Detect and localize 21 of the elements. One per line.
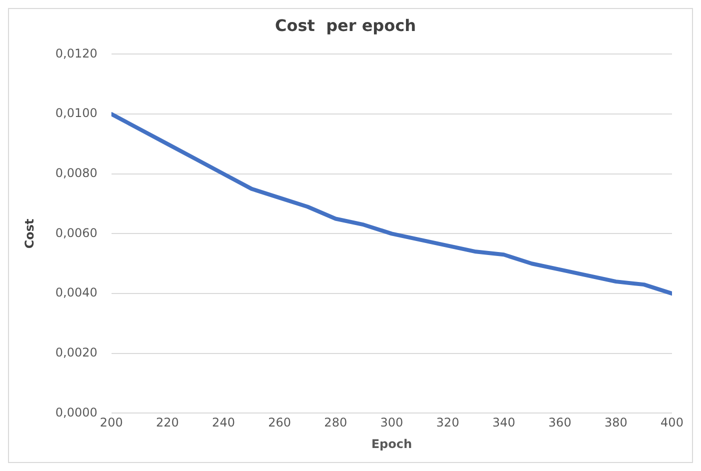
x-tick-label: 380 — [604, 416, 628, 430]
y-tick-label: 0,0000 — [55, 405, 98, 420]
y-tick-label: 0,0120 — [55, 46, 98, 60]
y-tick-label: 0,0060 — [55, 226, 98, 240]
x-axis-title: Epoch — [371, 436, 412, 451]
x-tick-label: 320 — [436, 416, 460, 430]
y-axis-title: Cost — [22, 218, 36, 249]
x-tick-label: 400 — [660, 416, 684, 430]
y-tick-label: 0,0040 — [55, 286, 98, 300]
chart-title: Cost per epoch — [275, 16, 416, 35]
x-tick-label: 240 — [212, 416, 235, 430]
x-tick-label: 280 — [324, 416, 348, 430]
x-tick-label: 300 — [380, 416, 404, 430]
x-tick-label: 340 — [492, 416, 516, 430]
x-tick-label: 260 — [268, 416, 292, 430]
y-tick-label: 0,0080 — [55, 166, 98, 180]
x-tick-label: 360 — [548, 416, 572, 430]
y-tick-label: 0,0020 — [55, 345, 98, 360]
x-tick-label: 200 — [100, 416, 123, 430]
y-tick-label: 0,0100 — [55, 106, 98, 120]
x-tick-label: 220 — [156, 416, 179, 430]
